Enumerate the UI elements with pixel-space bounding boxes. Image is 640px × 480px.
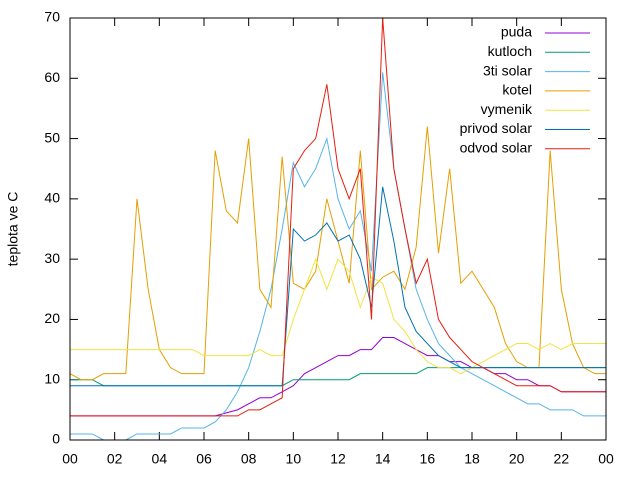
series-line bbox=[70, 367, 606, 387]
legend-label: odvod solar bbox=[460, 140, 533, 156]
legend-label: 3ti solar bbox=[483, 62, 532, 78]
y-tick-label: 10 bbox=[44, 370, 60, 386]
plot-border bbox=[69, 17, 607, 441]
legend-label: privod solar bbox=[460, 120, 533, 136]
x-tick-label: 00 bbox=[598, 451, 614, 467]
series-line bbox=[69, 126, 606, 381]
x-tick-label: 20 bbox=[509, 451, 525, 467]
series-line bbox=[70, 17, 606, 417]
legend-label: kutloch bbox=[488, 43, 532, 59]
y-tick-label: 0 bbox=[52, 431, 60, 447]
x-tick-label: 12 bbox=[330, 451, 346, 467]
y-tick-label: 20 bbox=[44, 310, 60, 326]
legend-label: vymenik bbox=[481, 101, 533, 117]
y-tick-label: 70 bbox=[44, 9, 60, 25]
x-tick-label: 04 bbox=[152, 451, 168, 467]
legend-label: kotel bbox=[502, 82, 532, 98]
series-line bbox=[70, 257, 606, 375]
series-line bbox=[70, 72, 606, 441]
series-line bbox=[70, 186, 606, 387]
y-tick-label: 40 bbox=[44, 190, 60, 206]
x-tick-label: 10 bbox=[286, 451, 302, 467]
x-tick-label: 00 bbox=[62, 451, 78, 467]
x-tick-label: 14 bbox=[375, 451, 391, 467]
x-tick-label: 06 bbox=[196, 451, 212, 467]
x-tick-label: 02 bbox=[107, 451, 123, 467]
y-axis-label: teplota ve C bbox=[5, 192, 21, 267]
y-tick-label: 50 bbox=[44, 129, 60, 145]
legend-label: puda bbox=[501, 24, 532, 40]
x-tick-label: 16 bbox=[420, 451, 436, 467]
x-tick-label: 08 bbox=[241, 451, 257, 467]
y-tick-label: 60 bbox=[44, 69, 60, 85]
y-tick-label: 30 bbox=[44, 250, 60, 266]
x-tick-label: 18 bbox=[464, 451, 480, 467]
x-tick-label: 22 bbox=[554, 451, 570, 467]
